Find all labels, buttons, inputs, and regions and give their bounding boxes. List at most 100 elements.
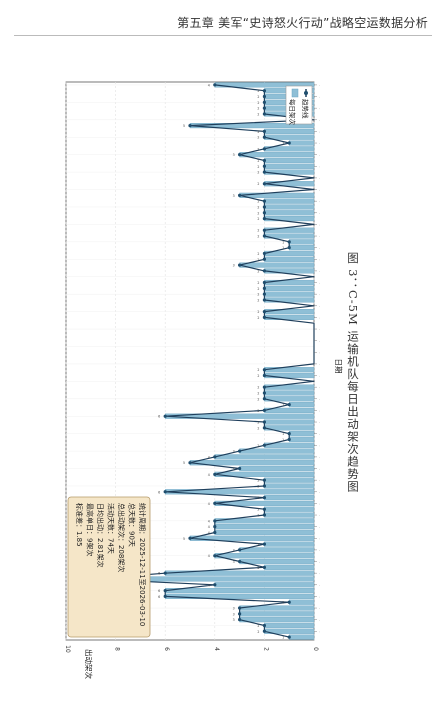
trend-point (262, 89, 266, 93)
daily-sortie-bar (164, 593, 315, 599)
trend-point (287, 240, 291, 244)
trend-point (238, 612, 242, 616)
data-label: 2 (257, 229, 259, 233)
date-tick-label: · (317, 584, 321, 588)
data-label: 2 (257, 95, 259, 99)
daily-sortie-bar (264, 181, 315, 187)
trend-point (213, 530, 217, 535)
trend-point (262, 216, 266, 221)
daily-sortie-bar (239, 547, 315, 553)
date-tick-label: · (317, 549, 321, 553)
value-tick-label: 6 (163, 647, 170, 651)
daily-sortie-bar (239, 611, 315, 617)
stat-daily-average: 日均出动：2.81架次 (96, 503, 105, 568)
data-label: 4 (208, 525, 210, 529)
daily-sortie-bar (264, 419, 315, 425)
date-tick-label: · (317, 293, 321, 297)
daily-sortie-bar (264, 384, 315, 390)
trend-point (262, 211, 266, 215)
daily-sortie-bar (264, 163, 315, 169)
trend-point (262, 484, 266, 488)
data-label: 1 (282, 438, 284, 442)
data-label: 2 (257, 368, 259, 372)
date-tick-label: · (317, 305, 321, 309)
data-label: 3 (233, 548, 235, 552)
date-tick-label: · (317, 526, 321, 530)
trend-line (90, 84, 315, 638)
data-label: 5 (183, 124, 185, 128)
data-label: 2 (257, 217, 259, 221)
data-label: 2 (257, 89, 259, 93)
date-tick-label: · (317, 258, 321, 262)
date-tick-label: · (317, 409, 321, 413)
daily-sortie-bar (264, 483, 315, 489)
trend-point (213, 525, 217, 529)
data-label: 3 (233, 194, 235, 198)
daily-sortie-bar (264, 622, 315, 629)
trend-point (287, 432, 291, 436)
daily-sortie-bar (264, 268, 315, 274)
date-tick-label: · (317, 165, 321, 169)
data-label: 2 (257, 107, 259, 111)
daily-sortie-bar (289, 239, 315, 245)
data-label: 2 (257, 630, 259, 634)
daily-sortie-bar (214, 553, 315, 559)
data-label: 3 (233, 153, 235, 157)
data-label: 2 (257, 171, 259, 175)
date-tick-label: · (317, 142, 321, 146)
trend-point (163, 594, 167, 599)
data-label: 4 (208, 473, 210, 477)
trend-point (238, 606, 242, 610)
data-label: 4 (208, 455, 210, 459)
data-label: 2 (257, 200, 259, 204)
stat-max-daily: 最高单日：9架次 (86, 503, 95, 556)
data-label: 2 (257, 205, 259, 209)
date-tick-label: · (317, 223, 321, 227)
data-label: 2 (257, 298, 259, 302)
data-label: 2 (257, 211, 259, 215)
plot-frame (65, 81, 315, 641)
daily-sortie-bar (289, 402, 315, 408)
trend-point (238, 153, 242, 157)
date-tick-label: · (317, 247, 321, 251)
data-label: 2 (257, 496, 259, 500)
date-tick-label: · (317, 398, 321, 402)
trend-point (262, 309, 266, 314)
data-label: 2 (257, 426, 259, 430)
data-label: 2 (257, 258, 259, 262)
trend-point (262, 507, 266, 511)
trend-point (287, 437, 291, 442)
daily-sortie-bar (264, 495, 315, 501)
trend-point (262, 228, 266, 232)
trend-point (188, 461, 192, 465)
data-label: 3 (233, 607, 235, 611)
data-label: 1 (282, 601, 284, 605)
trend-line-series: 4222225221232222322222211223222222222222… (84, 83, 315, 640)
trend-point (188, 536, 192, 540)
trend-point (262, 495, 266, 500)
date-tick-label: · (317, 84, 321, 88)
date-tick-label: · (317, 154, 321, 158)
date-tick-label: · (317, 95, 321, 99)
daily-sortie-bar (264, 210, 315, 216)
date-tick-label: · (317, 235, 321, 239)
data-label: 5 (183, 537, 185, 541)
date-tick-label: · (317, 479, 321, 483)
value-tick-label: 4 (213, 647, 220, 651)
data-label: 2 (257, 235, 259, 239)
value-tick-label: 0 (312, 647, 319, 651)
date-tick-label: · (317, 433, 321, 437)
trend-point (213, 554, 217, 558)
data-label: 3 (233, 467, 235, 471)
chapter-title: 第五章 美军“史诗怒火行动”战略空运数据分析 (177, 16, 428, 30)
data-label: 2 (257, 391, 259, 395)
data-label: 1 (282, 403, 284, 407)
date-tick-label: · (317, 514, 321, 518)
trend-point (262, 135, 266, 139)
data-label: 2 (257, 484, 259, 488)
trend-point (213, 472, 217, 476)
date-tick-label: · (317, 200, 321, 204)
daily-sortie-bar (239, 465, 315, 472)
daily-sortie-bar (264, 285, 315, 291)
date-tick-label: · (317, 421, 321, 425)
